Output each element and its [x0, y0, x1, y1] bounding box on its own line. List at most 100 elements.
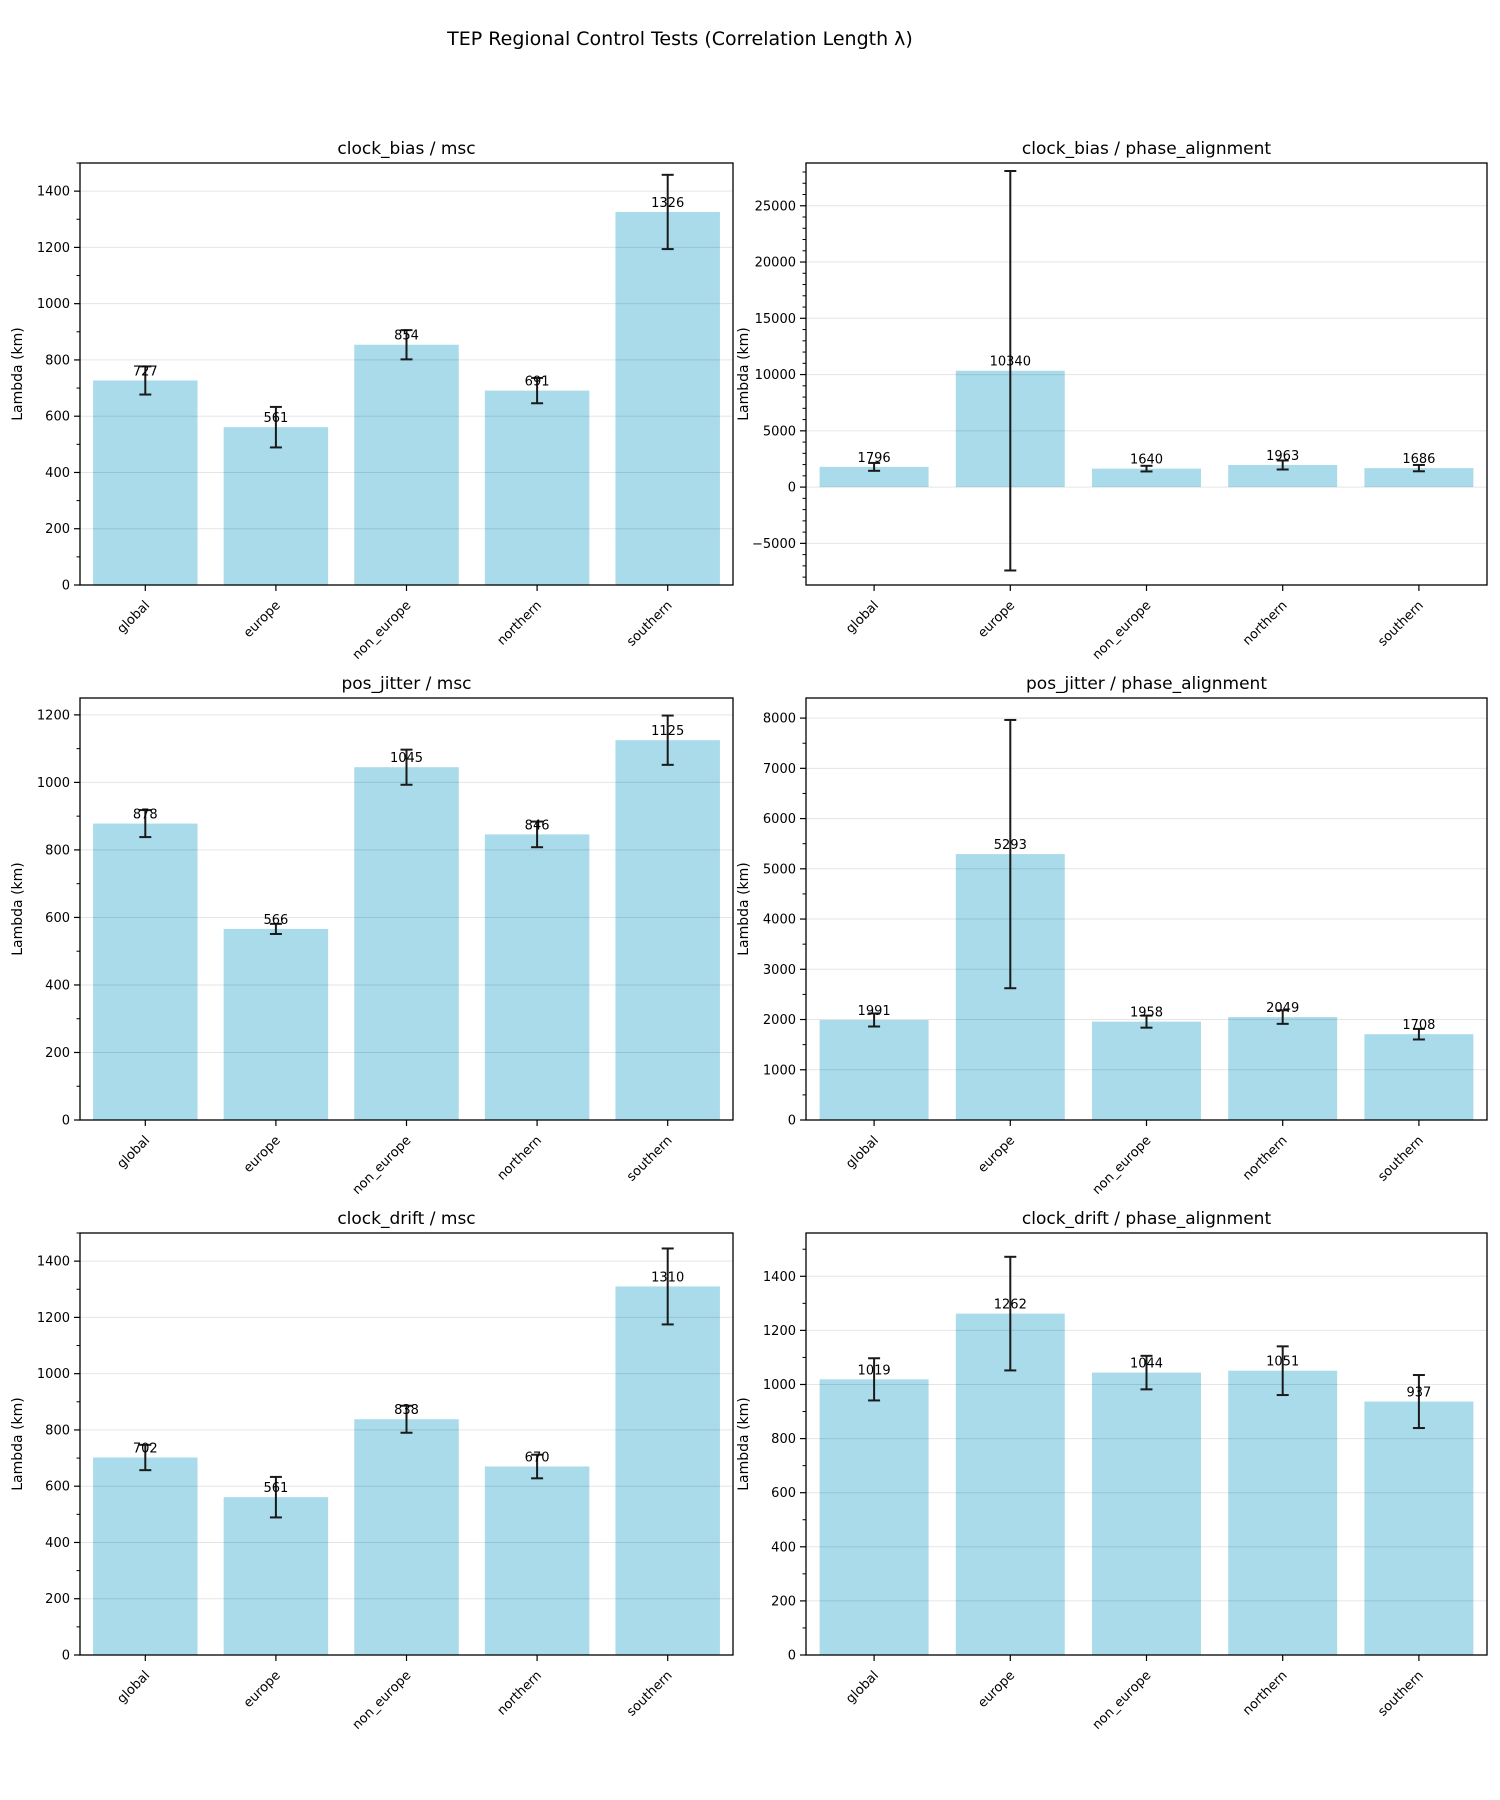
bar [354, 767, 459, 1120]
y-tick-label: 0 [62, 1114, 70, 1129]
x-tick-label: non_europe [350, 1133, 415, 1198]
bar [1228, 1370, 1338, 1655]
subplot-title: clock_bias / msc [337, 139, 475, 159]
x-tick-label: northern [1240, 1133, 1290, 1183]
value-label: 1051 [1266, 1355, 1299, 1370]
x-tick-label: europe [975, 598, 1018, 641]
y-tick-label: 200 [45, 1046, 70, 1061]
bar [1092, 1021, 1201, 1120]
subplot-pos-jitter-msc: 878 566 1045 846 1125 0 200 400 600 800 1000 1200 gl… [10, 674, 734, 1198]
y-tick-label: 7000 [763, 762, 796, 777]
y-axis-label: Lambda (km) [736, 862, 752, 956]
y-tick-label: 1000 [763, 1378, 796, 1393]
value-label: 846 [525, 818, 550, 833]
bar [354, 1419, 459, 1655]
y-tick-label: 5000 [763, 424, 796, 439]
y-tick-label: 1400 [37, 185, 70, 200]
bar [93, 823, 198, 1120]
y-tick-label: 4000 [763, 913, 796, 928]
bar [93, 1457, 198, 1655]
x-tick-label: global [843, 1133, 882, 1172]
subplot-title: pos_jitter / msc [341, 674, 471, 694]
value-label: 566 [263, 913, 288, 928]
bar [1228, 1017, 1338, 1120]
y-tick-label: 1000 [37, 1367, 70, 1382]
x-tick-label: northern [1240, 1668, 1290, 1718]
value-label: 838 [394, 1403, 419, 1418]
value-label: 691 [525, 375, 550, 390]
y-axis-label: Lambda (km) [736, 1397, 752, 1491]
bar [819, 466, 929, 488]
y-tick-label: 1200 [37, 241, 70, 256]
value-label: 1963 [1266, 449, 1299, 464]
y-tick-label: 5000 [763, 862, 796, 877]
value-label: 2049 [1266, 1001, 1299, 1016]
value-label: 1125 [651, 724, 684, 739]
bar [615, 1286, 720, 1655]
bar [484, 390, 590, 585]
x-tick-label: southern [624, 598, 675, 649]
y-tick-label: 400 [45, 978, 70, 993]
y-tick-label: 400 [771, 1540, 796, 1555]
y-tick-label: 200 [771, 1594, 796, 1609]
bar [615, 211, 720, 585]
y-axis-label: Lambda (km) [10, 327, 26, 421]
subplot-pos-jitter-phase-alignment: 1991 5293 1958 2049 1708 0 1000 2000 3000 4000 500… [736, 674, 1488, 1198]
y-tick-label: 1200 [763, 1324, 796, 1339]
value-label: 878 [133, 808, 158, 823]
y-tick-label: 200 [45, 1592, 70, 1607]
x-tick-label: northern [495, 1133, 545, 1183]
x-tick-label: southern [1375, 1668, 1426, 1719]
y-tick-label: 800 [45, 353, 70, 368]
x-tick-label: europe [241, 1133, 284, 1176]
y-tick-label: 0 [788, 1114, 796, 1129]
y-tick-label: −5000 [752, 537, 796, 552]
y-tick-label: 600 [45, 410, 70, 425]
y-tick-label: 15000 [755, 312, 796, 327]
x-tick-label: europe [975, 1668, 1018, 1711]
subplot-clock-bias-phase-alignment: 1796 10340 1640 1963 1686 −5000 0 5000 10000 1500… [736, 139, 1488, 663]
y-tick-label: 800 [771, 1432, 796, 1447]
value-label: 1045 [390, 751, 423, 766]
x-tick-label: europe [241, 598, 284, 641]
figure-title: TEP Regional Control Tests (Correlation … [447, 28, 913, 50]
y-tick-label: 1200 [37, 708, 70, 723]
value-label: 10340 [990, 355, 1031, 370]
x-tick-label: non_europe [350, 1668, 415, 1733]
y-tick-label: 1400 [37, 1255, 70, 1270]
value-label: 561 [263, 1481, 288, 1496]
x-tick-label: southern [1375, 598, 1426, 649]
value-label: 670 [525, 1451, 550, 1466]
y-tick-label: 0 [788, 1649, 796, 1664]
y-tick-label: 10000 [755, 368, 796, 383]
value-label: 1958 [1130, 1006, 1163, 1021]
value-label: 1262 [994, 1298, 1027, 1313]
y-tick-label: 800 [45, 1423, 70, 1438]
subplot-clock-bias-msc: 727 561 854 691 1326 0 200 400 600 800 1000 1200 140… [10, 139, 734, 663]
bar [1364, 468, 1474, 488]
x-tick-label: global [114, 1668, 153, 1707]
bar [1092, 468, 1201, 488]
y-tick-label: 1200 [37, 1311, 70, 1326]
x-tick-label: global [843, 1668, 882, 1707]
value-label: 1019 [858, 1363, 891, 1378]
bar [819, 1379, 929, 1655]
value-label: 1640 [1130, 453, 1163, 468]
y-tick-label: 0 [788, 481, 796, 496]
y-tick-label: 2000 [763, 1013, 796, 1028]
y-tick-label: 25000 [755, 199, 796, 214]
y-tick-label: 6000 [763, 812, 796, 827]
x-tick-label: non_europe [1090, 1668, 1155, 1733]
x-tick-label: northern [495, 1668, 545, 1718]
bar [1364, 1034, 1474, 1120]
y-tick-label: 1000 [37, 297, 70, 312]
y-tick-label: 3000 [763, 963, 796, 978]
y-tick-label: 8000 [763, 712, 796, 727]
subplot-clock-drift-msc: 702 561 838 670 1310 0 200 400 600 800 1000 1200 140… [10, 1209, 734, 1733]
y-tick-label: 400 [45, 1536, 70, 1551]
x-tick-label: global [114, 1133, 153, 1172]
bar [1228, 465, 1338, 488]
value-label: 1708 [1402, 1018, 1435, 1033]
